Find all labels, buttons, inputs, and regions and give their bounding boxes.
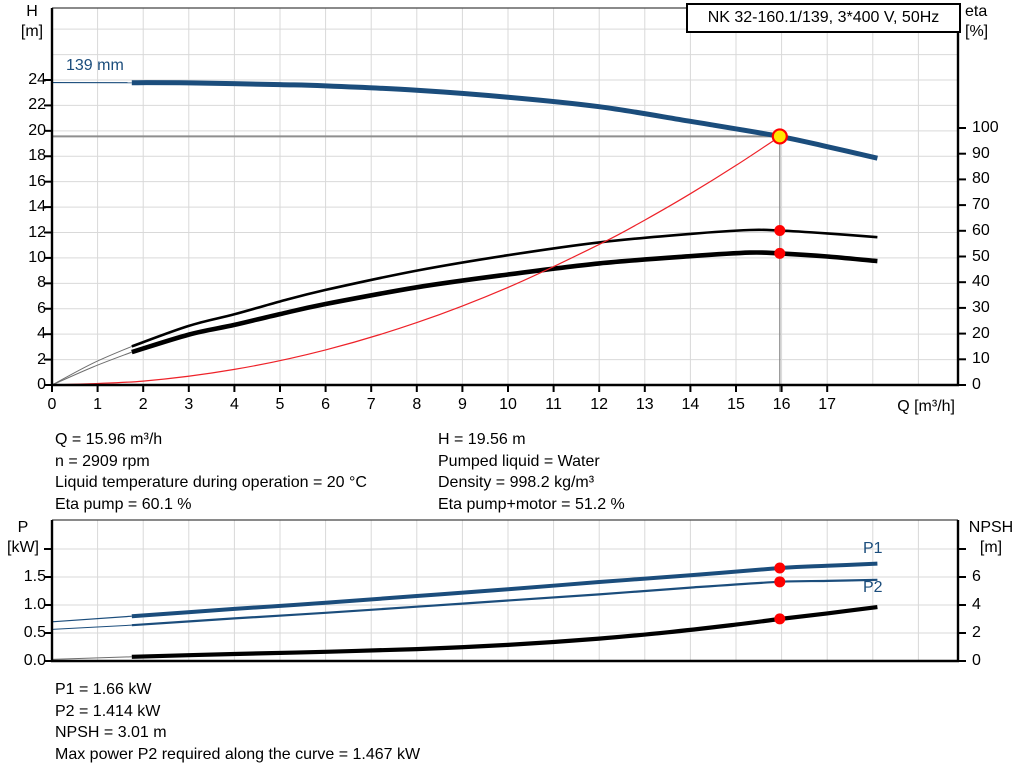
eta-pump-motor-curve-lead <box>51 351 132 386</box>
operating-point-marker <box>771 128 788 145</box>
annotation-line-density: Density = 998.2 kg/m³ <box>438 474 595 492</box>
p1-curve-label: P1 <box>863 540 883 557</box>
p1-point-marker <box>774 562 786 574</box>
p-axis-title-line1: P <box>17 519 29 536</box>
p-axis-title-line2: [kW] <box>7 539 39 556</box>
eta-axis-title-line2: [%] <box>965 23 989 40</box>
eta-pump-curve <box>131 228 878 348</box>
eta-axis-title-line1: eta <box>965 3 988 20</box>
operating-data-left: Q = 15.96 m³/h n = 2909 rpm Liquid tempe… <box>55 429 367 516</box>
p2-curve-lead <box>51 624 132 630</box>
p2-curve-label: P2 <box>863 579 883 596</box>
annotation-line-q: Q = 15.96 m³/h <box>55 431 163 448</box>
eta-pump-motor-curve <box>131 250 878 355</box>
annotation-line-h: H = 19.56 m <box>438 431 526 448</box>
annotation-line-liquid-temp: Liquid temperature during operation = 20… <box>55 474 367 492</box>
annotation-line-p1: P1 = 1.66 kW <box>55 681 152 698</box>
npsh-axis-title-line2: [m] <box>979 539 1003 556</box>
p1-curve-lead <box>51 615 132 623</box>
annotation-line-max-power: Max power P2 required along the curve = … <box>55 746 421 764</box>
npsh-curve <box>131 605 878 659</box>
q-axis-title: Q [m³/h] <box>897 398 955 415</box>
pump-title-box: NK 32-160.1/139, 3*400 V, 50Hz <box>686 3 961 33</box>
eta-pump-point-marker <box>774 225 786 237</box>
annotation-line-npsh: NPSH = 3.01 m <box>55 724 167 742</box>
annotation-line-pumped-liquid: Pumped liquid = Water <box>438 452 600 470</box>
h-axis-title-line2: [m] <box>20 23 44 40</box>
pump-curve-139mm <box>131 80 878 161</box>
eta-pump-motor-point-marker <box>774 247 786 259</box>
impeller-diameter-label: 139 mm <box>66 57 124 74</box>
p1-curve <box>131 561 878 619</box>
annotation-line-eta-pump-motor: Eta pump+motor = 51.2 % <box>438 496 625 514</box>
operating-data-right: H = 19.56 m Pumped liquid = Water Densit… <box>438 429 625 516</box>
eta-pump-curve-lead <box>51 345 132 386</box>
npsh-point-marker <box>774 613 786 625</box>
npsh-axis-title: NPSH [m] <box>960 518 1022 558</box>
annotation-line-eta-pump: Eta pump = 60.1 % <box>55 496 192 514</box>
npsh-curve-lead <box>51 656 132 660</box>
p2-point-marker <box>774 576 786 588</box>
p2-curve <box>131 578 878 627</box>
eta-axis-title: eta [%] <box>965 2 1017 42</box>
npsh-axis-title-line1: NPSH <box>968 519 1014 536</box>
h-axis-title: H [m] <box>13 2 51 42</box>
annotation-line-p2: P2 = 1.414 kW <box>55 702 161 720</box>
h-axis-title-line1: H <box>26 3 38 20</box>
system-curve <box>51 135 781 386</box>
power-data-block: P1 = 1.66 kW P2 = 1.414 kW NPSH = 3.01 m… <box>55 679 420 766</box>
p-axis-title: P [kW] <box>2 518 44 558</box>
annotation-line-n: n = 2909 rpm <box>55 452 150 470</box>
